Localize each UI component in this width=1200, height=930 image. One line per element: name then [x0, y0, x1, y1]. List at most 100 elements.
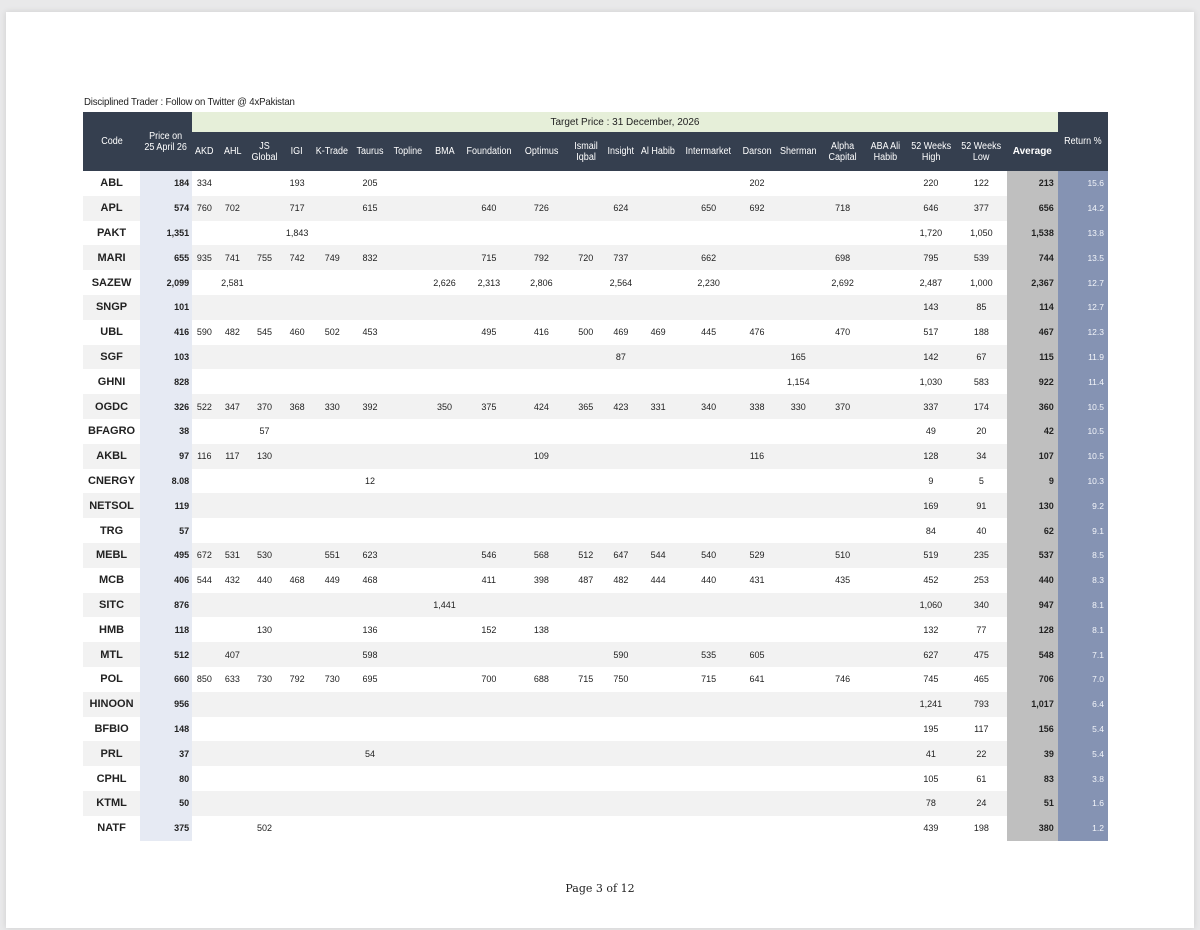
target-price-cell: [351, 592, 389, 618]
code-header: Code: [83, 112, 141, 171]
target-price-cell: [865, 369, 906, 395]
target-price-cell: [313, 195, 352, 221]
target-price-cell: [776, 716, 821, 742]
target-price-cell: [351, 518, 389, 543]
target-price-cell: [737, 766, 777, 791]
target-price-cell: [820, 418, 866, 444]
target-price-cell: [192, 270, 217, 295]
target-price-cell: [737, 518, 777, 543]
table-row: SGF 103 87 165 142 67 115 11.9: [83, 344, 1108, 370]
target-price-cell: [461, 468, 517, 494]
average-target-cell: 744: [1006, 245, 1058, 271]
target-price-cell: 531: [216, 542, 249, 568]
target-price-cell: [679, 617, 738, 643]
target-price-cell: 715: [566, 666, 606, 692]
average-target-cell: 467: [1006, 319, 1058, 345]
target-price-cell: 24: [955, 790, 1007, 816]
stock-code-cell: NATF: [83, 815, 141, 841]
return-percent-cell: 7.0: [1057, 666, 1108, 692]
average-target-cell: 922: [1006, 369, 1058, 395]
target-price-cell: [248, 195, 281, 221]
target-price-cell: [566, 617, 606, 643]
target-price-cell: [776, 766, 821, 791]
target-price-cell: 142: [905, 344, 956, 370]
target-price-cell: [636, 642, 680, 667]
target-price-cell: 487: [566, 567, 606, 593]
target-price-cell: [776, 468, 821, 494]
target-price-cell: [865, 171, 906, 196]
return-percent-cell: 11.4: [1057, 369, 1108, 395]
target-price-cell: [516, 790, 567, 816]
average-target-cell: 656: [1006, 195, 1058, 221]
target-price-cell: [820, 344, 866, 370]
target-price-cell: [776, 220, 821, 246]
target-price-cell: [737, 790, 777, 816]
target-price-cell: [776, 592, 821, 618]
target-price-cell: [280, 418, 314, 444]
target-price-cell: [679, 790, 738, 816]
target-price-cell: 529: [737, 542, 777, 568]
target-price-cell: 627: [905, 642, 956, 667]
target-price-cell: 41: [905, 741, 956, 767]
target-price-cell: 84: [905, 518, 956, 543]
table-row: AKBL 97 116 117 130 109 116 128 34 107 10.5: [83, 443, 1108, 469]
target-price-cell: [605, 741, 637, 767]
target-price-cell: [605, 220, 637, 246]
target-price-cell: [566, 518, 606, 543]
target-price-cell: [605, 171, 637, 196]
table-row: TRG 57 84 40 62 9.1: [83, 518, 1108, 543]
target-price-cell: [461, 790, 517, 816]
target-price-cell: [865, 642, 906, 667]
target-price-cell: 623: [351, 542, 389, 568]
target-price-cell: [280, 815, 314, 841]
target-price-cell: [566, 592, 606, 618]
target-price-cell: [566, 294, 606, 320]
target-price-cell: [388, 319, 428, 345]
target-price-cell: [427, 815, 462, 841]
target-price-cell: [351, 344, 389, 370]
target-price-cell: [776, 741, 821, 767]
current-price-cell: 876: [140, 592, 193, 618]
target-price-cell: 445: [679, 319, 738, 345]
target-price-cell: 40: [955, 518, 1007, 543]
target-price-cell: [461, 716, 517, 742]
stock-code-cell: CPHL: [83, 766, 141, 791]
target-price-cell: [776, 245, 821, 271]
table-row: NATF 375 502 439 198 380 1.2: [83, 815, 1108, 841]
target-price-cell: 205: [351, 171, 389, 196]
target-price-cell: [280, 716, 314, 742]
stock-code-cell: MEBL: [83, 542, 141, 568]
target-price-cell: 741: [216, 245, 249, 271]
target-price-cell: [865, 418, 906, 444]
average-target-cell: 706: [1006, 666, 1058, 692]
target-price-cell: [776, 617, 821, 643]
target-price-cell: [427, 642, 462, 667]
target-price-cell: [865, 790, 906, 816]
target-price-cell: 128: [905, 443, 956, 469]
broker-header: Darson: [737, 132, 777, 171]
target-price-cell: [865, 518, 906, 543]
current-price-cell: 57: [140, 518, 193, 543]
target-price-cell: [388, 642, 428, 667]
target-price-cell: [192, 617, 217, 643]
target-price-cell: [461, 741, 517, 767]
target-price-cell: [216, 344, 249, 370]
target-price-cell: [216, 716, 249, 742]
average-target-cell: 130: [1006, 493, 1058, 519]
target-price-cell: [427, 617, 462, 643]
target-price-cell: [427, 344, 462, 370]
target-price-cell: [865, 691, 906, 717]
target-price-cell: [248, 270, 281, 295]
broker-header: Optimus: [516, 132, 567, 171]
target-price-cell: [776, 790, 821, 816]
broker-header: JS Global: [248, 132, 281, 171]
target-price-cell: [516, 518, 567, 543]
stock-code-cell: SGF: [83, 344, 141, 370]
broker-header: 52 Weeks High: [905, 132, 956, 171]
target-price-cell: [516, 220, 567, 246]
target-price-cell: [427, 220, 462, 246]
target-price-cell: [192, 369, 217, 395]
target-price-cell: [461, 443, 517, 469]
broker-header: Insight: [605, 132, 637, 171]
target-price-cell: 117: [216, 443, 249, 469]
